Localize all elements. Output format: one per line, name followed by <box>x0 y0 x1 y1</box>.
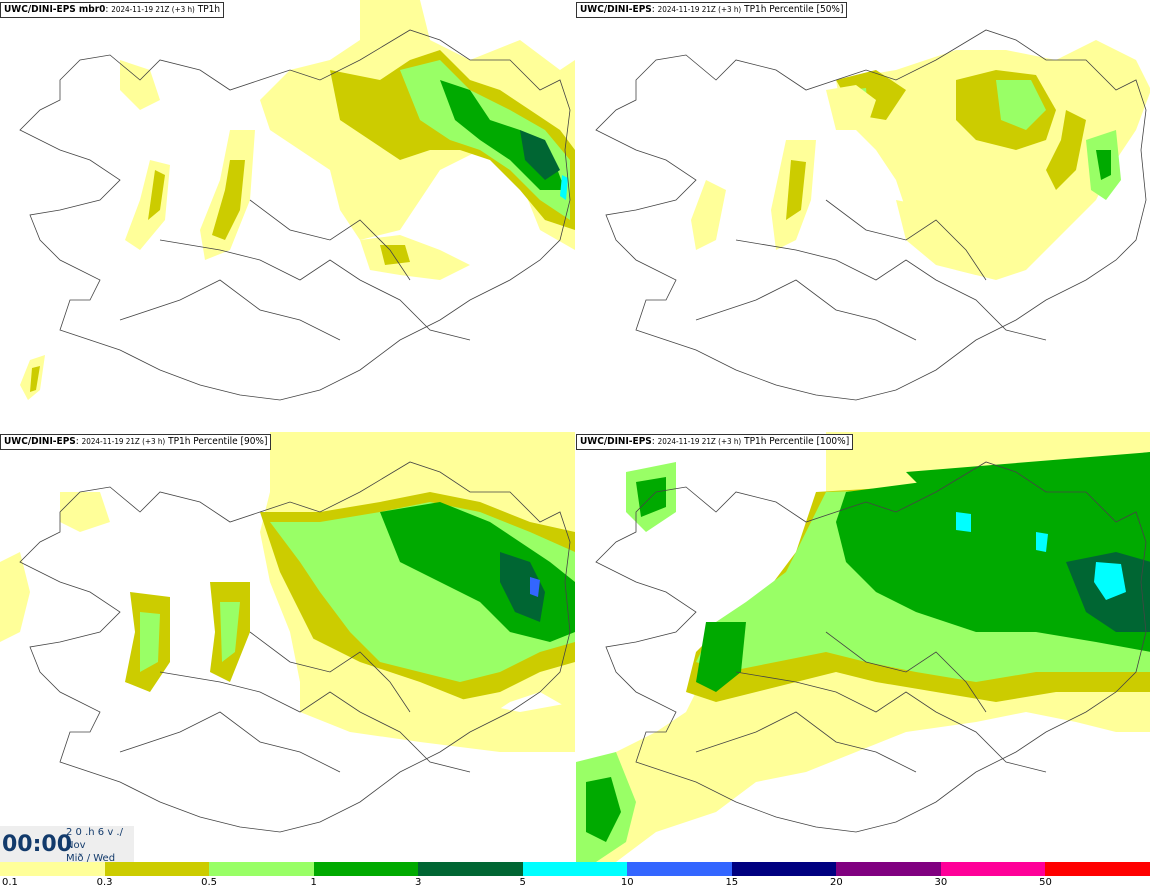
panel-title: UWC/DINI-EPS: 2024-11-19 21Z (+3 h) TP1h… <box>576 434 854 450</box>
legend-swatch <box>104 862 210 876</box>
map-panel-p100: UWC/DINI-EPS: 2024-11-19 21Z (+3 h) TP1h… <box>576 432 1150 862</box>
precip-map <box>576 432 1150 862</box>
panel-title: UWC/DINI-EPS: 2024-11-19 21Z (+3 h) TP1h… <box>576 2 848 18</box>
precip-shading <box>20 0 575 400</box>
panel-title: UWC/DINI-EPS mbr0: 2024-11-19 21Z (+3 h)… <box>0 2 225 18</box>
map-panel-p50: UWC/DINI-EPS: 2024-11-19 21Z (+3 h) TP1h… <box>576 0 1150 430</box>
legend-swatch <box>522 862 628 876</box>
map-panel-member0: UWC/DINI-EPS mbr0: 2024-11-19 21Z (+3 h)… <box>0 0 575 430</box>
legend-tick-label: 50 <box>1039 877 1052 888</box>
legend-swatch <box>1045 862 1150 876</box>
precip-map <box>0 432 575 833</box>
legend-tick-label: 10 <box>620 877 634 888</box>
coastline <box>595 29 1147 401</box>
legend-tick-label: 5 <box>519 877 526 888</box>
precip-shading <box>691 40 1150 280</box>
legend-tick-label: 3 <box>414 877 422 888</box>
legend-swatch <box>627 862 732 876</box>
precip-map <box>595 29 1150 401</box>
valid-time-box: 00:00 2 0 .h 6 v ./ Nov Mið / Wed <box>0 826 134 864</box>
precip-shading <box>0 432 575 752</box>
legend-swatch <box>940 862 1046 876</box>
coastline <box>595 461 1147 833</box>
coastline <box>19 461 571 833</box>
panel-title: UWC/DINI-EPS: 2024-11-19 21Z (+3 h) TP1h… <box>0 434 272 450</box>
color-legend-bar <box>0 862 1150 876</box>
legend-tick-label: 30 <box>934 877 948 888</box>
legend-swatch <box>0 862 105 876</box>
legend-tick-label: 0.1 <box>2 877 18 888</box>
legend-tick-label: 0.5 <box>201 877 218 888</box>
precip-map <box>19 0 575 401</box>
color-legend-ticks: 0.1 0.3 0.5 1 3 5 10 15 20 30 50 <box>0 877 1150 891</box>
map-panel-p90: UWC/DINI-EPS: 2024-11-19 21Z (+3 h) TP1h… <box>0 432 575 862</box>
valid-time-date: 2 0 .h 6 v ./ Nov Mið / Wed <box>66 827 123 864</box>
legend-swatch <box>209 862 314 876</box>
legend-swatch <box>313 862 419 876</box>
legend-tick-label: 15 <box>725 877 739 888</box>
legend-tick-label: 20 <box>829 877 843 888</box>
precip-shading <box>576 432 1150 862</box>
coastline <box>19 29 571 401</box>
valid-time-clock: 00:00 <box>2 832 73 857</box>
legend-tick-label: 1 <box>310 877 317 888</box>
legend-swatch <box>836 862 941 876</box>
legend-swatch <box>418 862 523 876</box>
panel-divider <box>575 0 576 862</box>
legend-swatch <box>731 862 837 876</box>
legend-tick-label: 0.3 <box>96 877 113 888</box>
